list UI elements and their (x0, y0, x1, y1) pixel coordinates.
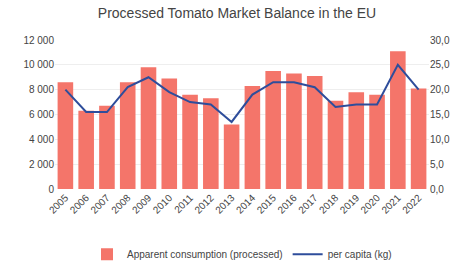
svg-text:15,0: 15,0 (430, 109, 450, 120)
svg-text:2011: 2011 (172, 192, 195, 215)
svg-text:Processed Tomato Market Balanc: Processed Tomato Market Balance in the E… (98, 5, 376, 21)
svg-text:2005: 2005 (47, 192, 71, 216)
svg-text:0,0: 0,0 (430, 184, 444, 195)
svg-text:5,0: 5,0 (430, 159, 444, 170)
svg-text:4 000: 4 000 (29, 134, 54, 145)
svg-text:2017: 2017 (296, 192, 320, 216)
svg-text:2022: 2022 (400, 192, 424, 216)
svg-text:2019: 2019 (338, 192, 362, 216)
svg-text:8 000: 8 000 (29, 84, 54, 95)
svg-text:2020: 2020 (358, 192, 382, 216)
svg-text:10 000: 10 000 (23, 59, 54, 70)
svg-text:2010: 2010 (151, 192, 175, 216)
svg-text:2014: 2014 (234, 192, 258, 216)
svg-text:2009: 2009 (130, 192, 154, 216)
svg-text:2012: 2012 (192, 192, 216, 216)
svg-text:2006: 2006 (68, 192, 92, 216)
svg-text:Apparent consumption (processe: Apparent consumption (processed) (127, 249, 283, 260)
svg-text:0: 0 (48, 184, 54, 195)
svg-text:2007: 2007 (88, 192, 112, 216)
svg-text:2018: 2018 (317, 192, 341, 216)
svg-text:25,0: 25,0 (430, 59, 450, 70)
svg-text:12 000: 12 000 (23, 35, 54, 46)
svg-text:30,0: 30,0 (430, 35, 450, 46)
svg-text:20,0: 20,0 (430, 84, 450, 95)
svg-text:2013: 2013 (213, 192, 237, 216)
svg-text:per capita (kg): per capita (kg) (328, 249, 392, 260)
svg-text:2021: 2021 (379, 192, 403, 216)
svg-text:10,0: 10,0 (430, 134, 450, 145)
svg-text:2016: 2016 (275, 192, 299, 216)
svg-text:2015: 2015 (255, 192, 279, 216)
svg-text:2008: 2008 (109, 192, 133, 216)
svg-text:2 000: 2 000 (29, 159, 54, 170)
svg-text:6 000: 6 000 (29, 109, 54, 120)
